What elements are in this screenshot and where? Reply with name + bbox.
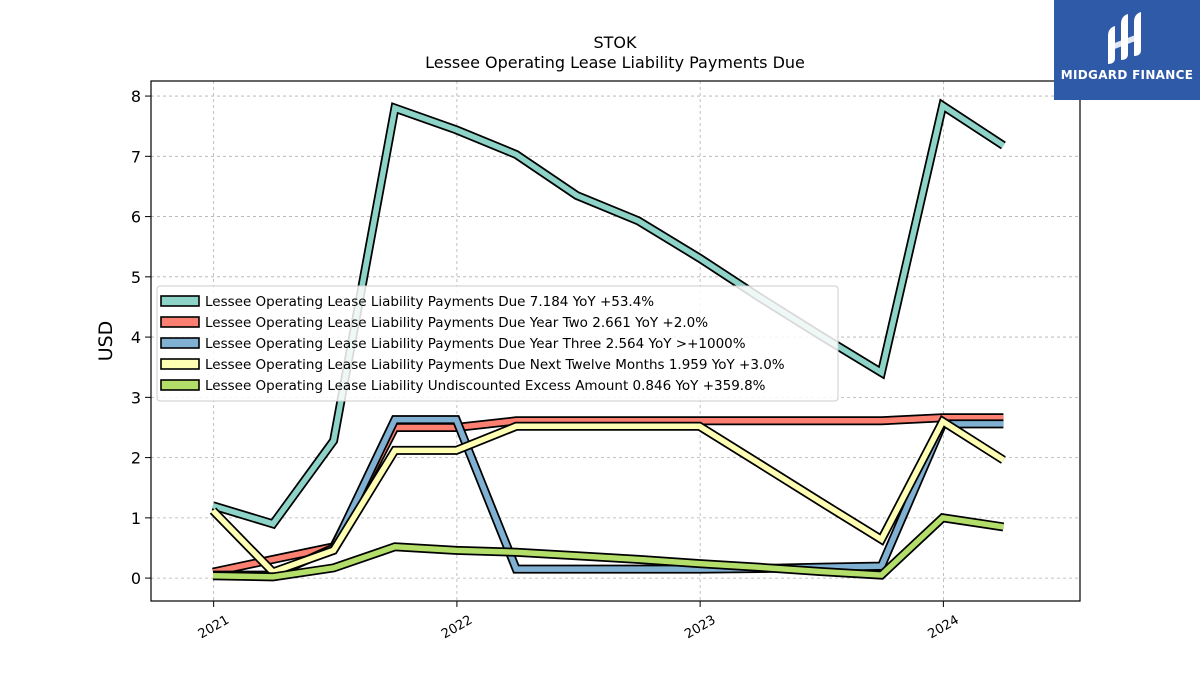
y-tick-label: 8 bbox=[131, 87, 141, 106]
legend-swatch bbox=[160, 316, 200, 328]
legend-swatch bbox=[160, 358, 200, 370]
legend-box bbox=[156, 285, 839, 402]
legend-swatch bbox=[160, 337, 200, 349]
legend-label: Lessee Operating Lease Liability Payment… bbox=[205, 294, 654, 310]
y-tick-label: 2 bbox=[131, 449, 141, 468]
chart-subtitle: Lessee Operating Lease Liability Payment… bbox=[425, 53, 805, 72]
legend: Lessee Operating Lease Liability Payment… bbox=[156, 285, 839, 402]
chart-title: STOK bbox=[593, 33, 637, 52]
legend-swatch bbox=[160, 379, 200, 391]
legend-label: Lessee Operating Lease Liability Undisco… bbox=[205, 378, 766, 394]
series-line-5 bbox=[212, 513, 1005, 582]
legend-entry: Lessee Operating Lease Liability Payment… bbox=[160, 315, 708, 331]
legend-swatch bbox=[160, 295, 200, 307]
y-axis-label: USD bbox=[95, 321, 117, 362]
series-line-stroke bbox=[212, 514, 1004, 580]
brand-logo: MIDGARD FINANCE bbox=[1054, 0, 1200, 100]
legend-entry: Lessee Operating Lease Liability Payment… bbox=[160, 357, 785, 373]
x-tick-label: 2024 bbox=[926, 613, 962, 643]
series-line-stroke bbox=[211, 417, 1005, 576]
y-tick-label: 7 bbox=[131, 147, 141, 166]
x-axis: 2021 2022 2023 2024 bbox=[196, 601, 962, 642]
y-tick-label: 3 bbox=[131, 388, 141, 407]
y-tick-label: 1 bbox=[131, 509, 141, 528]
x-tick-label: 2021 bbox=[196, 613, 232, 643]
y-axis: 0 1 2 3 4 5 6 7 8 bbox=[131, 87, 151, 588]
series-line-4 bbox=[209, 414, 1006, 578]
legend-entry: Lessee Operating Lease Liability Payment… bbox=[160, 294, 654, 310]
x-tick-label: 2022 bbox=[439, 613, 475, 643]
x-tick-label: 2023 bbox=[682, 613, 718, 643]
legend-label: Lessee Operating Lease Liability Payment… bbox=[205, 336, 746, 352]
legend-label: Lessee Operating Lease Liability Payment… bbox=[205, 357, 785, 373]
legend-label: Lessee Operating Lease Liability Payment… bbox=[205, 315, 708, 331]
y-tick-label: 6 bbox=[131, 208, 141, 227]
y-tick-label: 4 bbox=[131, 328, 141, 347]
logo-mark-icon bbox=[1108, 12, 1141, 64]
plot-frame bbox=[150, 80, 1081, 602]
logo-name: MIDGARD FINANCE bbox=[1060, 68, 1194, 82]
y-tick-label: 0 bbox=[131, 569, 141, 588]
y-tick-label: 5 bbox=[131, 268, 141, 287]
legend-entry: Lessee Operating Lease Liability Payment… bbox=[160, 336, 746, 352]
legend-entry: Lessee Operating Lease Liability Undisco… bbox=[160, 378, 766, 394]
